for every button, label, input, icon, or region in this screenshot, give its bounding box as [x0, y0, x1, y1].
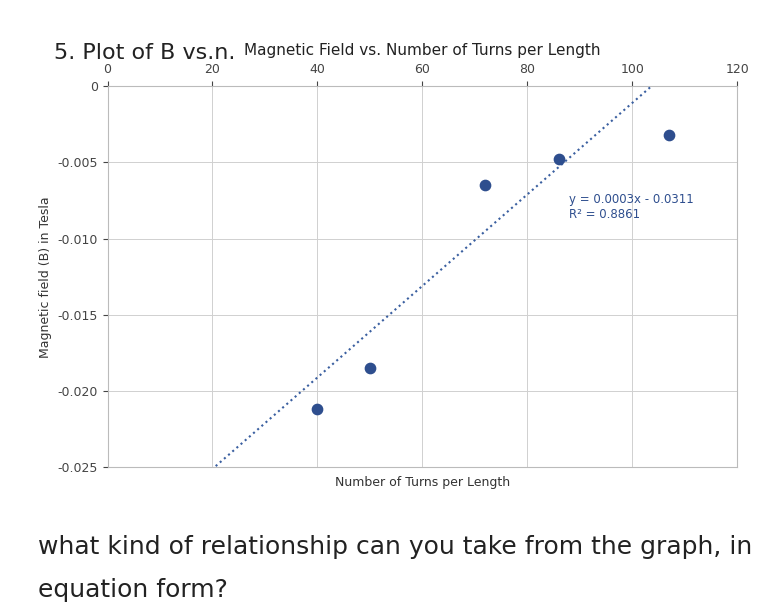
Text: equation form?: equation form? — [38, 578, 228, 602]
Text: what kind of relationship can you take from the graph, in: what kind of relationship can you take f… — [38, 535, 753, 559]
Text: 5. Plot of B vs.n.: 5. Plot of B vs.n. — [54, 43, 235, 63]
X-axis label: Number of Turns per Length: Number of Turns per Length — [335, 476, 510, 489]
Title: Magnetic Field vs. Number of Turns per Length: Magnetic Field vs. Number of Turns per L… — [244, 43, 601, 58]
Text: y = 0.0003x - 0.0311
R² = 0.8861: y = 0.0003x - 0.0311 R² = 0.8861 — [569, 193, 694, 221]
Point — [663, 130, 675, 140]
Y-axis label: Magnetic field (B) in Tesla: Magnetic field (B) in Tesla — [38, 196, 51, 357]
Point — [479, 180, 492, 190]
Point — [364, 363, 376, 373]
Point — [311, 405, 323, 415]
Point — [553, 154, 565, 164]
